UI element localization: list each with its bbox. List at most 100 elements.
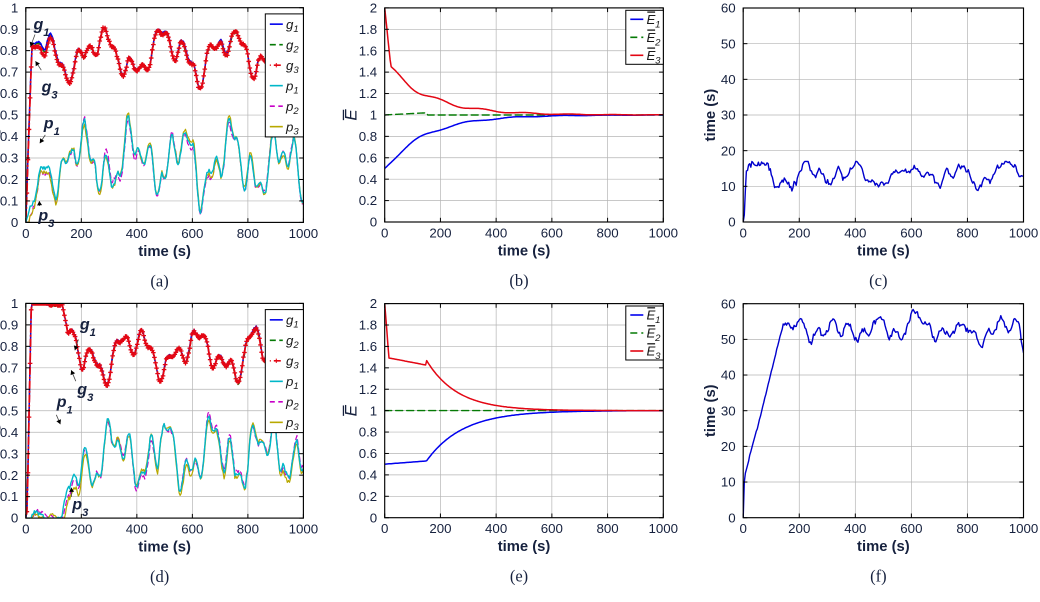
svg-text:400: 400	[844, 521, 866, 536]
svg-text:600: 600	[181, 226, 203, 241]
svg-text:2: 2	[654, 333, 661, 344]
svg-text:800: 800	[956, 226, 978, 241]
svg-text:E: E	[342, 109, 361, 121]
svg-text:0.8: 0.8	[359, 425, 378, 440]
svg-text:20: 20	[721, 439, 736, 454]
svg-text:800: 800	[956, 521, 978, 536]
svg-text:0: 0	[739, 226, 746, 241]
svg-text:0: 0	[11, 215, 18, 230]
svg-text:0.2: 0.2	[359, 489, 378, 504]
svg-text:200: 200	[429, 226, 451, 241]
svg-text:2: 2	[370, 296, 377, 311]
svg-text:60: 60	[721, 296, 736, 311]
svg-text:g,P: g,P	[0, 110, 1, 136]
svg-text:1.6: 1.6	[359, 43, 378, 58]
svg-text:200: 200	[429, 521, 451, 536]
svg-text:0.7: 0.7	[0, 65, 18, 80]
svg-text:0: 0	[370, 215, 377, 230]
svg-text:3: 3	[655, 56, 661, 67]
svg-text:(e): (e)	[510, 567, 528, 586]
svg-text:0.4: 0.4	[0, 425, 18, 440]
svg-text:0.2: 0.2	[0, 468, 18, 483]
svg-text:(a): (a)	[150, 271, 168, 290]
svg-text:400: 400	[126, 522, 148, 537]
svg-text:1000: 1000	[649, 226, 679, 241]
svg-text:1000: 1000	[1009, 521, 1039, 536]
svg-text:1.4: 1.4	[359, 65, 378, 80]
svg-text:200: 200	[70, 226, 92, 241]
svg-text:1000: 1000	[289, 522, 319, 537]
svg-text:200: 200	[788, 521, 810, 536]
svg-text:600: 600	[541, 521, 563, 536]
svg-text:0.8: 0.8	[0, 43, 18, 58]
svg-text:30: 30	[721, 108, 736, 123]
svg-text:0.6: 0.6	[359, 150, 378, 165]
svg-text:400: 400	[485, 521, 507, 536]
svg-text:1.4: 1.4	[359, 360, 378, 375]
svg-text:0: 0	[728, 215, 735, 230]
svg-text:0.3: 0.3	[0, 446, 18, 461]
svg-text:2: 2	[654, 38, 661, 49]
svg-text:3: 3	[655, 351, 661, 362]
svg-text:600: 600	[900, 521, 922, 536]
svg-text:(b): (b)	[509, 271, 528, 290]
svg-text:0.9: 0.9	[0, 22, 18, 37]
svg-text:10: 10	[721, 475, 736, 490]
svg-text:50: 50	[721, 332, 736, 347]
svg-text:time (s): time (s)	[703, 384, 719, 437]
svg-text:40: 40	[721, 368, 736, 383]
svg-text:time (s): time (s)	[703, 89, 719, 142]
svg-text:0.1: 0.1	[0, 194, 18, 209]
svg-text:400: 400	[126, 226, 148, 241]
svg-text:(c): (c)	[869, 271, 887, 290]
svg-text:600: 600	[181, 522, 203, 537]
svg-text:2: 2	[370, 1, 377, 16]
svg-text:0.2: 0.2	[0, 172, 18, 187]
svg-text:0.4: 0.4	[359, 172, 378, 187]
svg-text:10: 10	[721, 179, 736, 194]
svg-text:E: E	[342, 404, 361, 416]
svg-text:1: 1	[11, 0, 18, 15]
svg-text:600: 600	[541, 226, 563, 241]
svg-text:0.2: 0.2	[359, 193, 378, 208]
svg-text:1.2: 1.2	[359, 382, 378, 397]
svg-text:0.8: 0.8	[0, 339, 18, 354]
svg-text:1: 1	[655, 20, 660, 31]
svg-text:0.8: 0.8	[359, 129, 378, 144]
svg-text:0: 0	[728, 510, 735, 525]
svg-text:200: 200	[70, 522, 92, 537]
svg-text:0: 0	[381, 521, 388, 536]
svg-text:0: 0	[381, 226, 388, 241]
svg-text:1000: 1000	[1009, 226, 1039, 241]
svg-text:0.5: 0.5	[0, 403, 18, 418]
svg-text:(f): (f)	[870, 567, 886, 586]
svg-text:200: 200	[788, 226, 810, 241]
svg-text:0: 0	[370, 510, 377, 525]
svg-text:1: 1	[11, 296, 18, 311]
svg-text:1: 1	[370, 403, 377, 418]
svg-text:0: 0	[22, 226, 29, 241]
svg-text:0.7: 0.7	[0, 360, 18, 375]
svg-text:800: 800	[237, 226, 259, 241]
svg-text:0.6: 0.6	[0, 86, 18, 101]
svg-text:1.8: 1.8	[359, 22, 378, 37]
svg-text:400: 400	[485, 226, 507, 241]
svg-text:20: 20	[721, 143, 736, 158]
svg-text:0: 0	[11, 511, 18, 526]
svg-text:1.8: 1.8	[359, 318, 378, 333]
svg-text:0.5: 0.5	[0, 108, 18, 123]
svg-text:0.9: 0.9	[0, 317, 18, 332]
svg-text:50: 50	[721, 36, 736, 51]
svg-text:0.3: 0.3	[0, 151, 18, 166]
svg-text:0: 0	[22, 522, 29, 537]
svg-text:g,P: g,P	[0, 406, 1, 432]
svg-text:time (s): time (s)	[498, 539, 551, 555]
svg-text:800: 800	[596, 521, 618, 536]
svg-text:0.4: 0.4	[359, 467, 378, 482]
svg-text:40: 40	[721, 72, 736, 87]
svg-text:0.6: 0.6	[359, 446, 378, 461]
svg-text:time (s): time (s)	[857, 244, 910, 260]
svg-text:time (s): time (s)	[498, 244, 551, 260]
svg-text:0: 0	[739, 521, 746, 536]
svg-text:1: 1	[655, 315, 660, 326]
